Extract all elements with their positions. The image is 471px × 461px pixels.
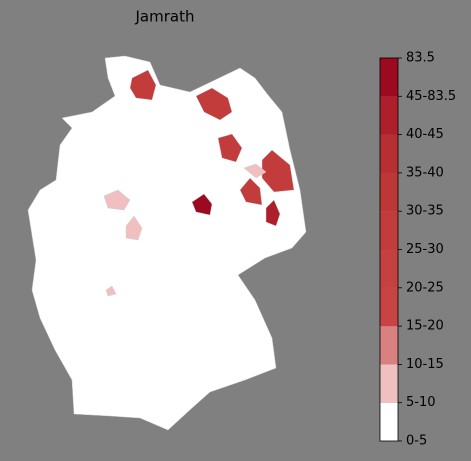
colorbar-label: 40-45: [406, 127, 444, 142]
map-title: Jamrath: [135, 8, 195, 26]
region: [261, 149, 295, 193]
region: [239, 177, 263, 206]
colorbar: 0-5 5-10 10-15 15-20 20-25 25-30 30-35 35-40 40-…: [379, 51, 456, 449]
colorbar-label: 25-30: [406, 242, 444, 257]
colorbar-segment: [380, 211, 398, 250]
colorbar-label: 83.5: [406, 51, 435, 66]
colorbar-segment: [380, 58, 398, 97]
region: [195, 87, 233, 121]
colorbar-label: 30-35: [406, 204, 444, 219]
region: [129, 69, 157, 101]
region: [265, 199, 281, 227]
colorbar-label: 5-10: [406, 395, 436, 410]
colorbar-segment: [380, 402, 398, 441]
germany-map: [27, 55, 307, 431]
colorbar-segment: [380, 96, 398, 135]
colorbar-label: 0-5: [406, 434, 427, 449]
region: [191, 193, 213, 216]
region: [125, 215, 143, 241]
region: [243, 163, 267, 179]
colorbar-label: 10-15: [406, 357, 444, 372]
colorbar-segment: [380, 287, 398, 327]
region: [105, 285, 117, 297]
colorbar-segment: [380, 326, 398, 365]
colorbar-segment: [380, 134, 398, 173]
region: [217, 133, 243, 163]
colorbar-label: 15-20: [406, 319, 444, 334]
colorbar-label: 35-40: [406, 165, 444, 180]
colorbar-label: 45-83.5: [406, 89, 456, 104]
colorbar-label: 20-25: [406, 280, 444, 295]
region: [103, 189, 131, 211]
colorbar-segment: [380, 172, 398, 212]
colorbar-segment: [380, 249, 398, 288]
country-shape: [27, 55, 307, 431]
colorbar-segment: [380, 364, 398, 403]
